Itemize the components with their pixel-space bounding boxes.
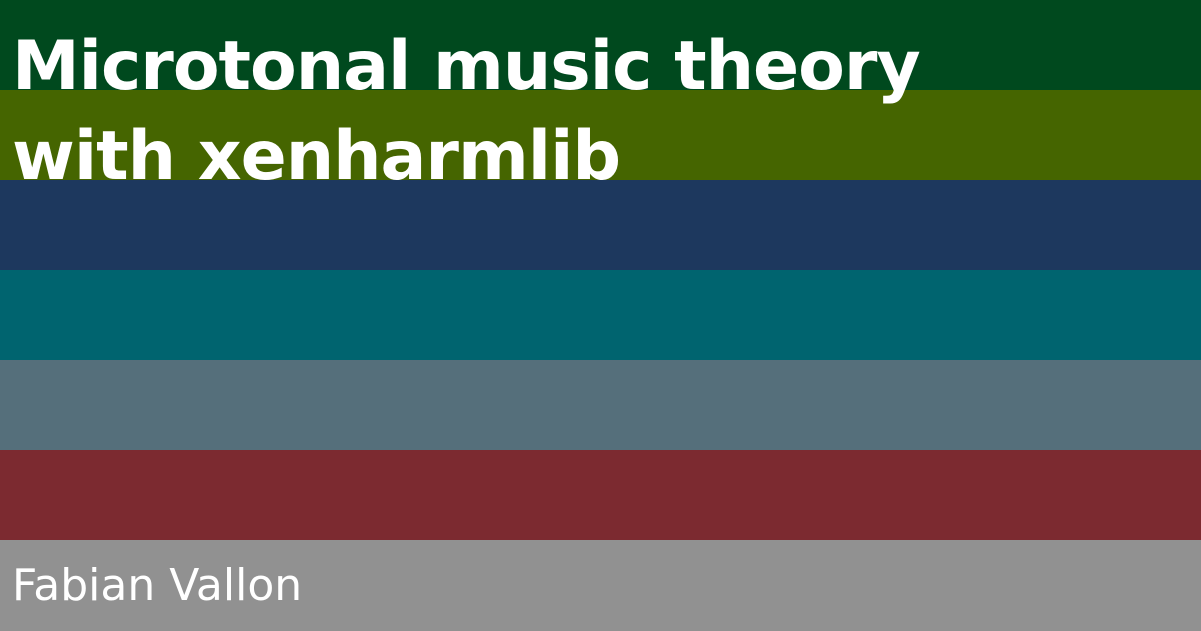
stripe-teal [0, 270, 1201, 360]
stripe-slate-gray [0, 360, 1201, 450]
stripe-gray [0, 540, 1201, 631]
title-line-1: Microtonal music theory [12, 27, 921, 106]
stripe-maroon [0, 450, 1201, 540]
stripe-dark-green [0, 0, 1201, 90]
page-title: Microtonal music theory with xenharmlib [12, 22, 1162, 202]
title-line-2: with xenharmlib [12, 117, 621, 196]
stripe-navy-blue [0, 180, 1201, 270]
author-name: Fabian Vallon [12, 560, 303, 611]
stripe-olive-green [0, 90, 1201, 180]
